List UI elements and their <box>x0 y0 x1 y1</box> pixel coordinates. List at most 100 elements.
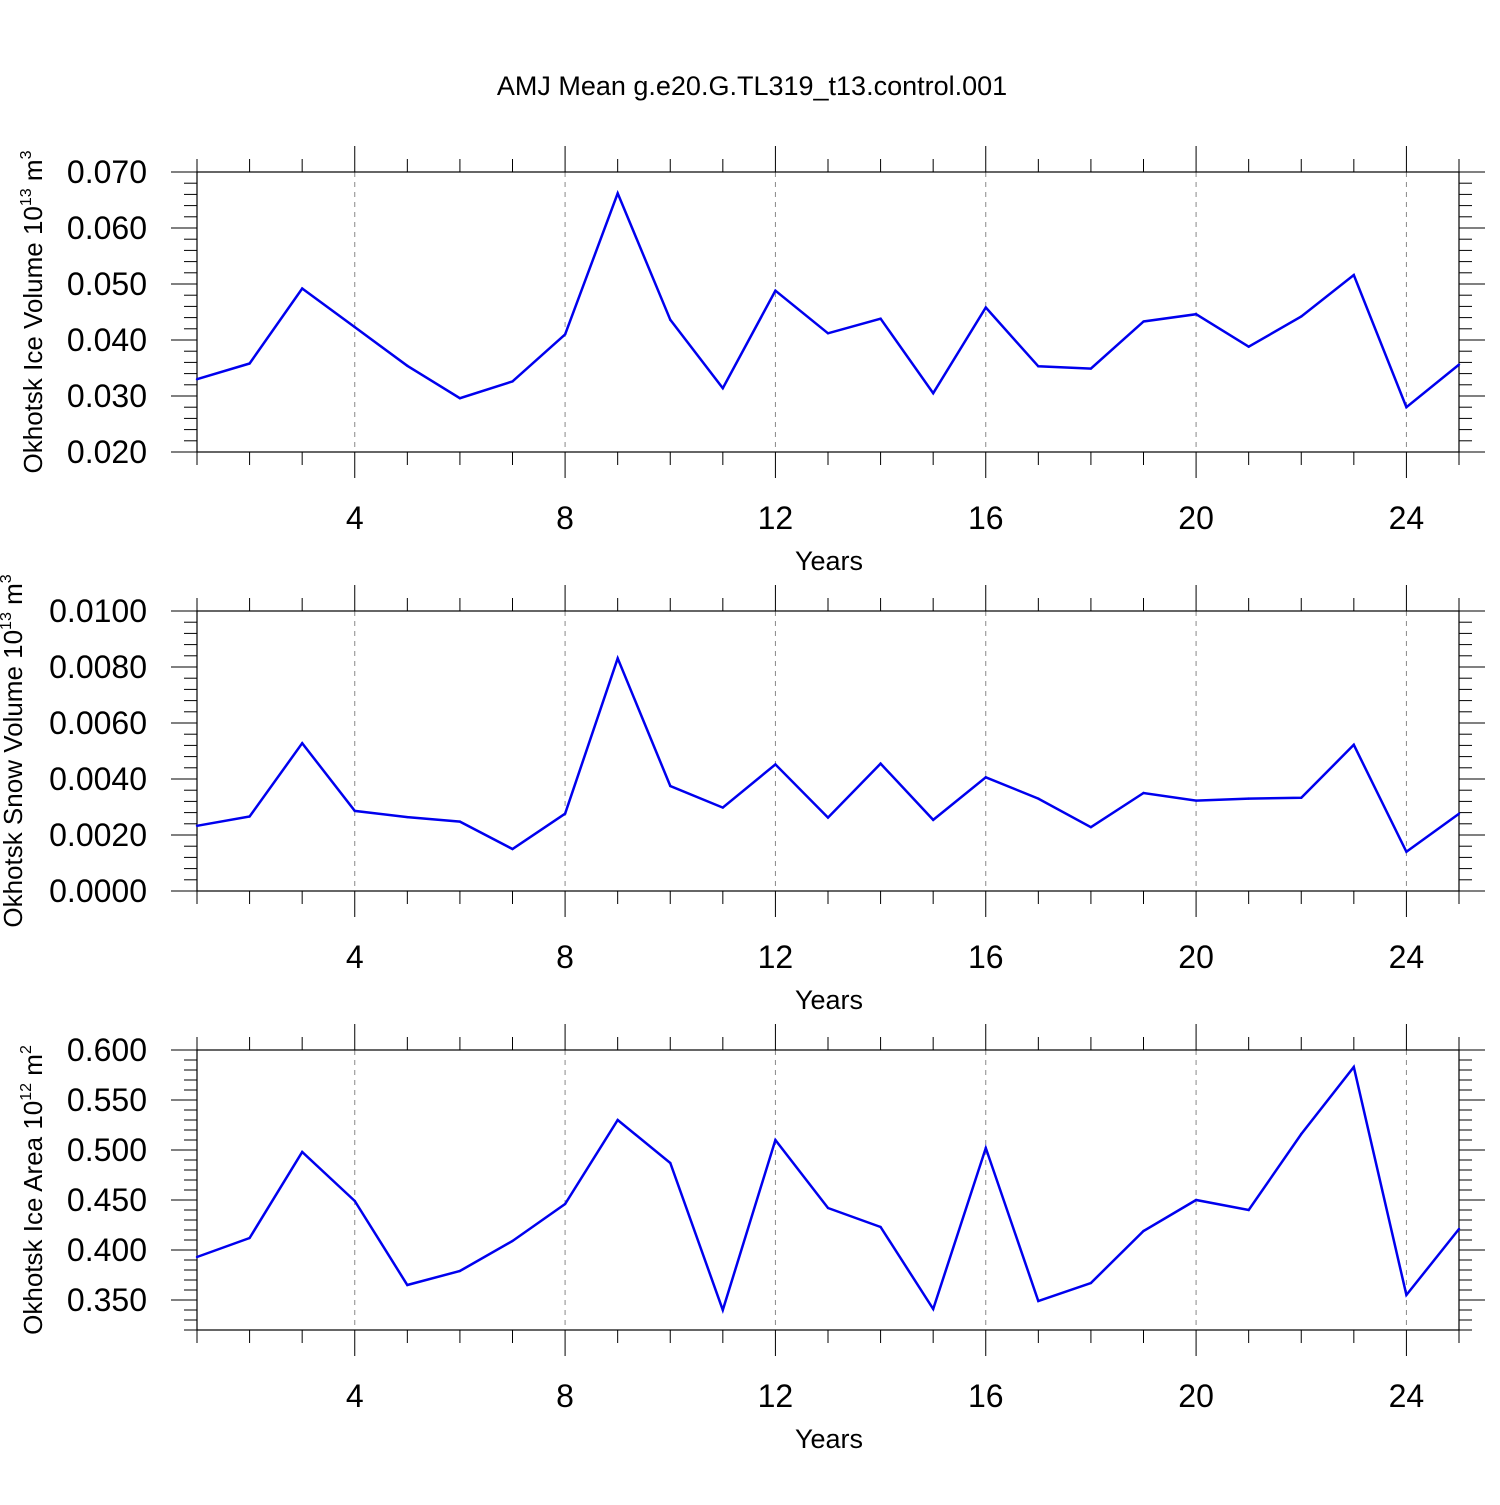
x-tick-label: 16 <box>968 939 1004 975</box>
y-axis-label: Okhotsk Ice Volume 1013 m3 <box>18 150 48 473</box>
data-point <box>616 192 619 195</box>
data-point <box>879 317 882 320</box>
data-point <box>511 380 514 383</box>
y-tick-label: 0.020 <box>67 434 147 470</box>
data-point <box>300 741 304 745</box>
data-point <box>616 1118 619 1122</box>
data-point <box>721 386 725 390</box>
y-axis-label-text: Okhotsk Snow Volume 10 <box>0 630 28 928</box>
y-tick-label: 0.450 <box>67 1182 147 1218</box>
data-point <box>1457 1227 1461 1231</box>
data-point <box>1405 850 1408 853</box>
data-point <box>1300 796 1303 799</box>
data-point <box>826 816 830 819</box>
data-point <box>458 1269 462 1273</box>
x-tick-label: 16 <box>968 1378 1004 1414</box>
data-point <box>300 1150 304 1154</box>
x-tick-label: 12 <box>758 1378 794 1414</box>
data-point <box>248 1236 251 1240</box>
y-tick-label: 0.070 <box>67 154 147 190</box>
data-point <box>195 378 199 381</box>
data-point <box>1300 315 1303 318</box>
x-tick-label: 12 <box>758 500 794 536</box>
y-tick-label: 0.0100 <box>49 593 147 629</box>
plot-frame <box>196 1049 1460 1331</box>
data-point <box>1457 363 1461 366</box>
x-tick-label: 20 <box>1178 500 1214 536</box>
data-point <box>931 392 935 395</box>
data-point <box>931 1307 935 1311</box>
y-axis-label-exponent: 13 <box>18 188 35 206</box>
data-point <box>1142 791 1145 795</box>
data-point <box>1142 1229 1145 1233</box>
y-axis-label-unit: m <box>18 159 48 188</box>
data-point <box>511 1239 514 1243</box>
chart-title: AMJ Mean g.e20.G.TL319_t13.control.001 <box>497 71 1007 101</box>
x-tick-label: 8 <box>556 500 574 536</box>
y-tick-label: 0.600 <box>67 1032 147 1068</box>
data-point <box>721 1308 725 1312</box>
series-line <box>196 654 1460 854</box>
data-point <box>1352 1065 1356 1069</box>
y-tick-label: 0.0020 <box>49 817 147 853</box>
panel-2: 4 8 12 16 20 24 0.0000 0.0020 0.0040 0.0060 0.0080… <box>0 574 1485 1015</box>
y-tick-label: 0.0000 <box>49 873 147 909</box>
data-point <box>669 784 672 788</box>
data-point <box>879 1225 882 1229</box>
series-line <box>196 189 1460 410</box>
data-point <box>1037 797 1040 800</box>
data-point <box>458 397 462 400</box>
data-point <box>774 289 777 292</box>
data-point <box>1405 406 1408 409</box>
y-axis-label-unit-exponent: 3 <box>0 574 15 583</box>
data-point <box>1037 1299 1040 1303</box>
y-axis-label-unit-exponent: 2 <box>18 1045 35 1054</box>
y-tick-label: 0.0060 <box>49 705 147 741</box>
data-point <box>353 1199 356 1203</box>
data-point <box>195 1255 199 1259</box>
panel-3: 4 8 12 16 20 24 0.350 0.400 0.450 0.500 0.550 0.600… <box>18 1024 1485 1454</box>
data-point <box>1247 797 1250 800</box>
x-tick-label: 4 <box>346 939 364 975</box>
series-line <box>196 1064 1460 1314</box>
data-point <box>1352 743 1356 747</box>
data-point <box>669 318 672 322</box>
data-point <box>826 332 830 335</box>
x-tick-label: 24 <box>1389 939 1425 975</box>
data-point <box>248 815 251 818</box>
data-point <box>1089 367 1093 370</box>
data-point <box>353 325 356 329</box>
data-point <box>931 818 935 822</box>
data-point <box>563 1202 567 1206</box>
x-tick-label: 16 <box>968 500 1004 536</box>
y-axis-label-text: Okhotsk Ice Volume 10 <box>18 206 48 473</box>
y-tick-label: 0.040 <box>67 322 147 358</box>
data-point <box>774 1138 777 1142</box>
y-tick-label: 0.030 <box>67 378 147 414</box>
y-tick-label: 0.060 <box>67 210 147 246</box>
data-point <box>879 762 882 765</box>
data-point <box>774 763 777 766</box>
data-point <box>1142 320 1145 323</box>
data-point <box>1247 345 1250 348</box>
x-tick-label: 8 <box>556 1378 574 1414</box>
data-point <box>353 809 356 813</box>
y-tick-label: 0.050 <box>67 266 147 302</box>
data-point <box>406 364 409 367</box>
panel-1: 4 8 12 16 20 24 0.020 0.030 0.040 0.050 0.060 0.070… <box>18 146 1485 576</box>
data-point <box>511 847 514 851</box>
data-point <box>616 657 619 660</box>
data-point <box>1300 1132 1303 1136</box>
y-axis-label-unit-exponent: 3 <box>18 150 35 159</box>
data-point <box>406 815 409 819</box>
data-point <box>1405 1293 1408 1297</box>
y-axis-label-unit: m <box>18 1054 48 1083</box>
y-axis-label-text: Okhotsk Ice Area 10 <box>18 1101 48 1335</box>
x-tick-label: 8 <box>556 939 574 975</box>
y-tick-label: 0.550 <box>67 1082 147 1118</box>
x-tick-label: 4 <box>346 1378 364 1414</box>
y-axis-label-exponent: 13 <box>0 612 15 630</box>
x-axis-label: Years <box>795 1424 863 1454</box>
